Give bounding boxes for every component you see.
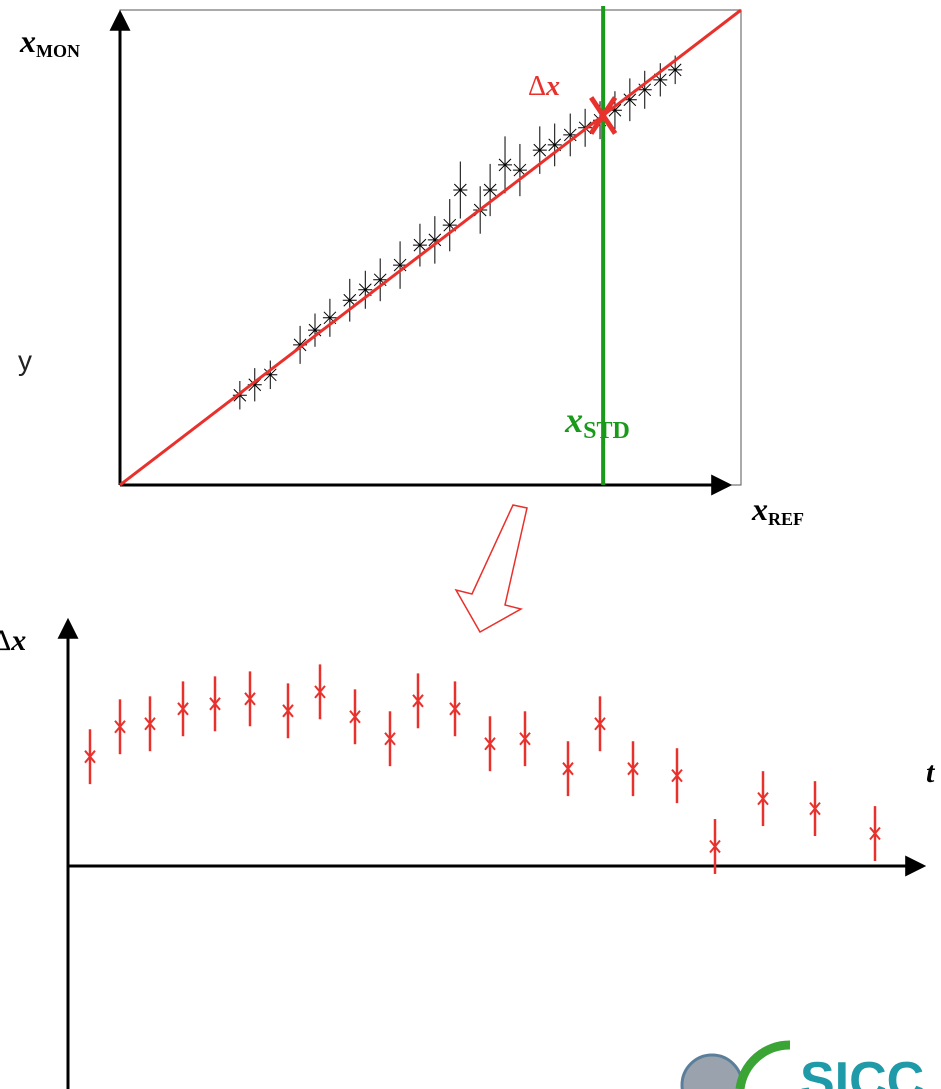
label-part: x bbox=[564, 400, 583, 440]
label-part: Δ bbox=[528, 71, 546, 102]
point bbox=[594, 717, 606, 731]
point bbox=[532, 143, 547, 157]
axis-label: Δx bbox=[0, 624, 26, 657]
point bbox=[349, 710, 361, 724]
label-part: x bbox=[19, 23, 36, 59]
label-part: x bbox=[545, 71, 560, 102]
label-part: x bbox=[10, 624, 26, 657]
point bbox=[244, 692, 256, 706]
label-part: Δ bbox=[0, 624, 11, 657]
point bbox=[484, 737, 496, 751]
point bbox=[483, 183, 498, 197]
point bbox=[453, 183, 468, 197]
point bbox=[84, 750, 96, 764]
label-part: REF bbox=[768, 509, 804, 529]
logo: SICC bbox=[680, 1040, 924, 1089]
point bbox=[114, 720, 126, 734]
point bbox=[512, 163, 527, 177]
point bbox=[627, 762, 639, 776]
label-part: MON bbox=[36, 41, 80, 61]
point bbox=[314, 685, 326, 699]
cropped-text: y bbox=[18, 345, 32, 376]
logo-text: SICC bbox=[800, 1052, 924, 1089]
point bbox=[449, 702, 461, 716]
axis-label: t bbox=[926, 756, 936, 789]
flow-arrow bbox=[454, 504, 528, 634]
point bbox=[144, 717, 156, 731]
logo-icon bbox=[680, 1053, 744, 1089]
point bbox=[384, 732, 396, 746]
point bbox=[412, 238, 427, 252]
axis-label: Δx bbox=[528, 71, 560, 102]
point bbox=[757, 791, 769, 806]
point bbox=[282, 704, 294, 718]
point bbox=[709, 839, 721, 854]
point bbox=[519, 732, 531, 746]
label-part: STD bbox=[583, 418, 630, 444]
point bbox=[342, 293, 357, 307]
reference-line bbox=[119, 8, 742, 487]
point bbox=[869, 826, 881, 841]
delta-marker bbox=[589, 96, 618, 135]
point bbox=[809, 801, 821, 816]
point bbox=[668, 63, 683, 77]
point bbox=[177, 702, 189, 716]
axis-label: xSTD bbox=[564, 400, 630, 444]
point bbox=[209, 697, 221, 711]
axis-label: xMON bbox=[19, 23, 80, 61]
label-part: x bbox=[751, 491, 768, 527]
point bbox=[412, 694, 424, 708]
point bbox=[671, 769, 683, 783]
logo-swoosh bbox=[735, 1040, 791, 1089]
axis-label: xREF bbox=[751, 491, 804, 529]
point bbox=[562, 762, 574, 776]
point bbox=[498, 158, 513, 172]
